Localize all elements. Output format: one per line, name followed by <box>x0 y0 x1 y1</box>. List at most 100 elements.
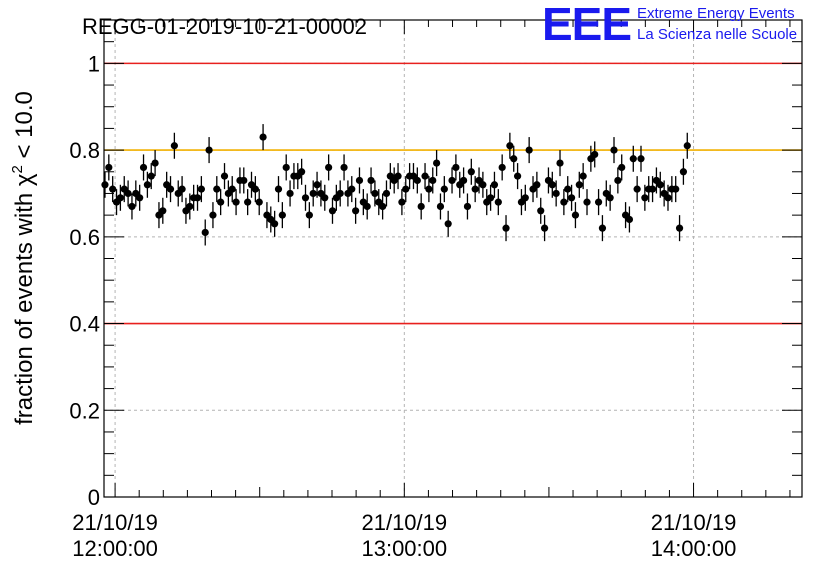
x-tick-date: 21/10/19 <box>72 510 158 535</box>
data-point <box>648 185 657 193</box>
data-point <box>136 194 144 202</box>
data-point <box>228 185 236 193</box>
data-point <box>255 198 263 206</box>
data-point <box>471 185 479 193</box>
data-point <box>506 142 514 150</box>
data-point <box>625 215 634 224</box>
data-point <box>232 198 240 206</box>
data-point <box>193 194 202 202</box>
data-point <box>433 159 441 167</box>
data-point <box>274 185 283 193</box>
data-point <box>675 224 684 232</box>
data-point <box>348 185 356 193</box>
data-point <box>564 185 572 193</box>
data-point <box>575 181 583 189</box>
data-point <box>567 194 576 202</box>
data-point <box>583 198 591 206</box>
data-points <box>101 124 691 246</box>
data-point <box>490 181 499 189</box>
data-point <box>186 202 194 211</box>
y-tick-label: 0.4 <box>69 312 100 337</box>
data-point <box>309 189 317 198</box>
data-point <box>452 163 460 172</box>
data-point <box>579 172 587 180</box>
data-point <box>382 189 391 198</box>
data-point <box>151 159 159 167</box>
data-point <box>633 185 641 193</box>
data-point <box>672 185 680 193</box>
data-point <box>217 198 225 206</box>
data-point <box>533 181 541 189</box>
data-point <box>286 189 294 198</box>
data-point <box>105 163 113 172</box>
grid-lines <box>104 20 802 497</box>
data-point <box>402 185 410 193</box>
data-point <box>166 185 175 193</box>
data-point <box>614 176 622 185</box>
data-point <box>352 207 360 215</box>
data-point <box>463 202 472 211</box>
data-point <box>413 176 421 185</box>
chart-title: REGG-01-2019-10-21-00002 <box>82 14 367 39</box>
data-point <box>444 220 452 228</box>
y-tick-label: 0 <box>88 485 100 510</box>
data-point <box>355 176 364 185</box>
data-point <box>537 207 545 215</box>
data-point <box>525 146 533 154</box>
data-point <box>594 198 603 206</box>
data-point <box>340 163 348 172</box>
data-point <box>305 211 313 219</box>
x-tick-date: 21/10/19 <box>361 510 447 535</box>
data-point <box>201 228 209 237</box>
data-point <box>610 146 618 154</box>
data-point <box>363 202 371 211</box>
data-point <box>379 202 387 211</box>
x-ticks: 21/10/1912:00:0021/10/1913:00:0021/10/19… <box>72 20 791 561</box>
data-point <box>486 194 495 202</box>
y-tick-label: 1 <box>88 51 100 76</box>
data-point <box>244 198 252 206</box>
data-point <box>425 185 433 193</box>
reference-lines <box>104 62 802 325</box>
x-tick-date: 21/10/19 <box>651 510 737 535</box>
data-point <box>394 172 402 180</box>
data-point <box>116 194 124 202</box>
data-point <box>197 185 205 193</box>
y-tick-label: 0.6 <box>69 225 100 250</box>
y-ticks: 0 0.2 0.4 0.6 0.8 1 <box>69 41 802 510</box>
data-point <box>521 194 529 202</box>
data-point <box>629 155 637 163</box>
data-point <box>328 207 337 215</box>
data-point <box>205 146 213 154</box>
data-point <box>618 163 626 172</box>
data-point <box>278 211 286 219</box>
x-tick-time: 14:00:00 <box>651 536 737 561</box>
data-point <box>498 163 506 172</box>
data-point <box>336 189 344 198</box>
data-point <box>313 181 321 189</box>
data-point <box>683 142 691 150</box>
logo-mark: EEE <box>542 0 631 50</box>
data-point <box>571 211 580 219</box>
chi-symbol: χ <box>11 173 38 186</box>
data-point <box>139 163 148 172</box>
data-point <box>298 168 306 176</box>
data-point <box>460 176 468 185</box>
data-point <box>178 185 186 193</box>
data-point <box>552 189 560 198</box>
data-point <box>170 142 178 150</box>
data-point <box>301 194 310 202</box>
data-point <box>513 172 522 180</box>
data-point <box>479 181 487 189</box>
data-point <box>540 224 549 232</box>
data-point <box>398 198 406 206</box>
plot-frame <box>103 19 803 498</box>
data-point <box>282 163 290 172</box>
data-point <box>143 181 151 189</box>
data-point <box>417 202 425 211</box>
data-point <box>259 133 267 141</box>
data-point <box>510 155 518 163</box>
chi-superscript: 2 <box>9 165 26 173</box>
data-point <box>128 202 136 211</box>
data-point <box>251 185 259 193</box>
